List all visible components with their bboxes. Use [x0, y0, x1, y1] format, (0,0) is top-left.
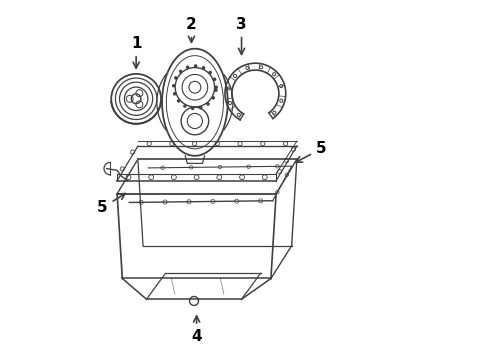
Circle shape [202, 67, 205, 69]
Circle shape [173, 93, 176, 95]
Circle shape [209, 71, 211, 73]
Circle shape [200, 107, 202, 109]
Circle shape [175, 77, 177, 79]
Circle shape [214, 78, 216, 80]
Text: 3: 3 [236, 17, 247, 54]
Text: 5: 5 [296, 141, 326, 162]
Circle shape [215, 86, 217, 88]
Text: 5: 5 [98, 194, 125, 215]
Circle shape [172, 85, 175, 87]
Circle shape [212, 97, 214, 99]
Circle shape [192, 107, 194, 109]
Circle shape [215, 89, 217, 91]
Text: 2: 2 [186, 17, 197, 42]
Circle shape [195, 65, 196, 67]
Circle shape [187, 66, 189, 68]
Circle shape [180, 71, 182, 72]
Text: 1: 1 [131, 36, 142, 68]
Circle shape [190, 297, 198, 305]
Circle shape [177, 100, 180, 102]
Circle shape [207, 103, 209, 105]
Circle shape [184, 105, 186, 107]
Text: 4: 4 [191, 316, 202, 344]
